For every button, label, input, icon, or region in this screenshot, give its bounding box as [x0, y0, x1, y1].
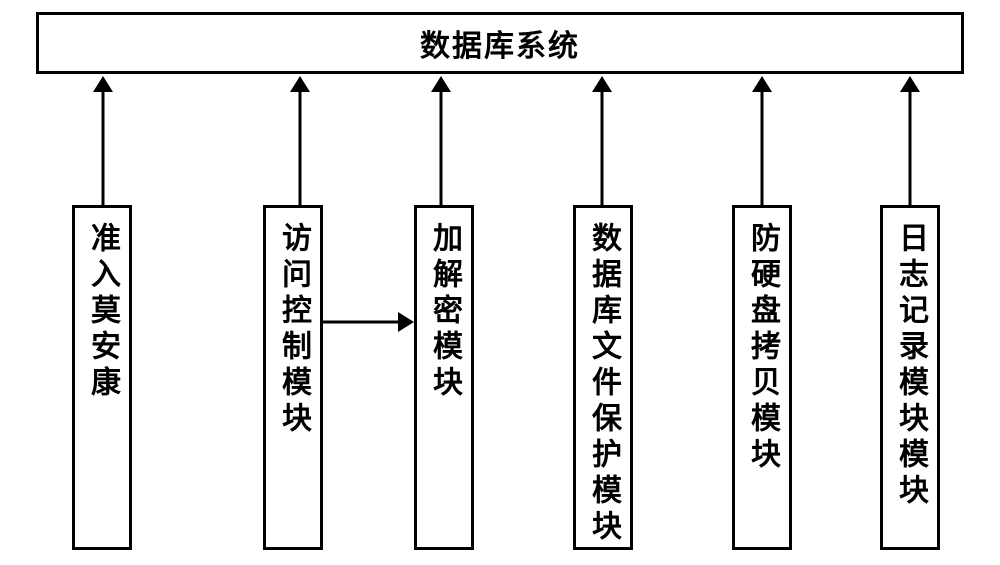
module-box-0: 准入莫安康 — [72, 205, 132, 550]
arrow-up-4 — [750, 74, 774, 207]
module-box-5: 日志记录模块模块 — [880, 205, 940, 550]
module-box-4: 防硬盘拷贝模块 — [732, 205, 792, 550]
module-label-1: 访问控制模块 — [278, 222, 308, 438]
top-system-label: 数据库系统 — [420, 21, 580, 65]
module-label-0: 准入莫安康 — [87, 222, 117, 402]
module-box-3: 数据库文件保护模块 — [573, 205, 633, 550]
module-box-2: 加解密模块 — [414, 205, 474, 550]
arrow-up-0 — [91, 74, 115, 207]
module-box-1: 访问控制模块 — [263, 205, 323, 550]
module-label-5: 日志记录模块模块 — [895, 222, 925, 510]
module-label-3: 数据库文件保护模块 — [588, 222, 618, 546]
arrow-up-2 — [429, 74, 453, 207]
arrow-up-1 — [288, 74, 312, 207]
top-system-box: 数据库系统 — [36, 12, 964, 74]
arrow-up-3 — [590, 74, 614, 207]
module-label-2: 加解密模块 — [429, 222, 459, 402]
arrow-right-access-to-crypto — [321, 310, 416, 334]
arrow-up-5 — [898, 74, 922, 207]
module-label-4: 防硬盘拷贝模块 — [747, 222, 777, 474]
